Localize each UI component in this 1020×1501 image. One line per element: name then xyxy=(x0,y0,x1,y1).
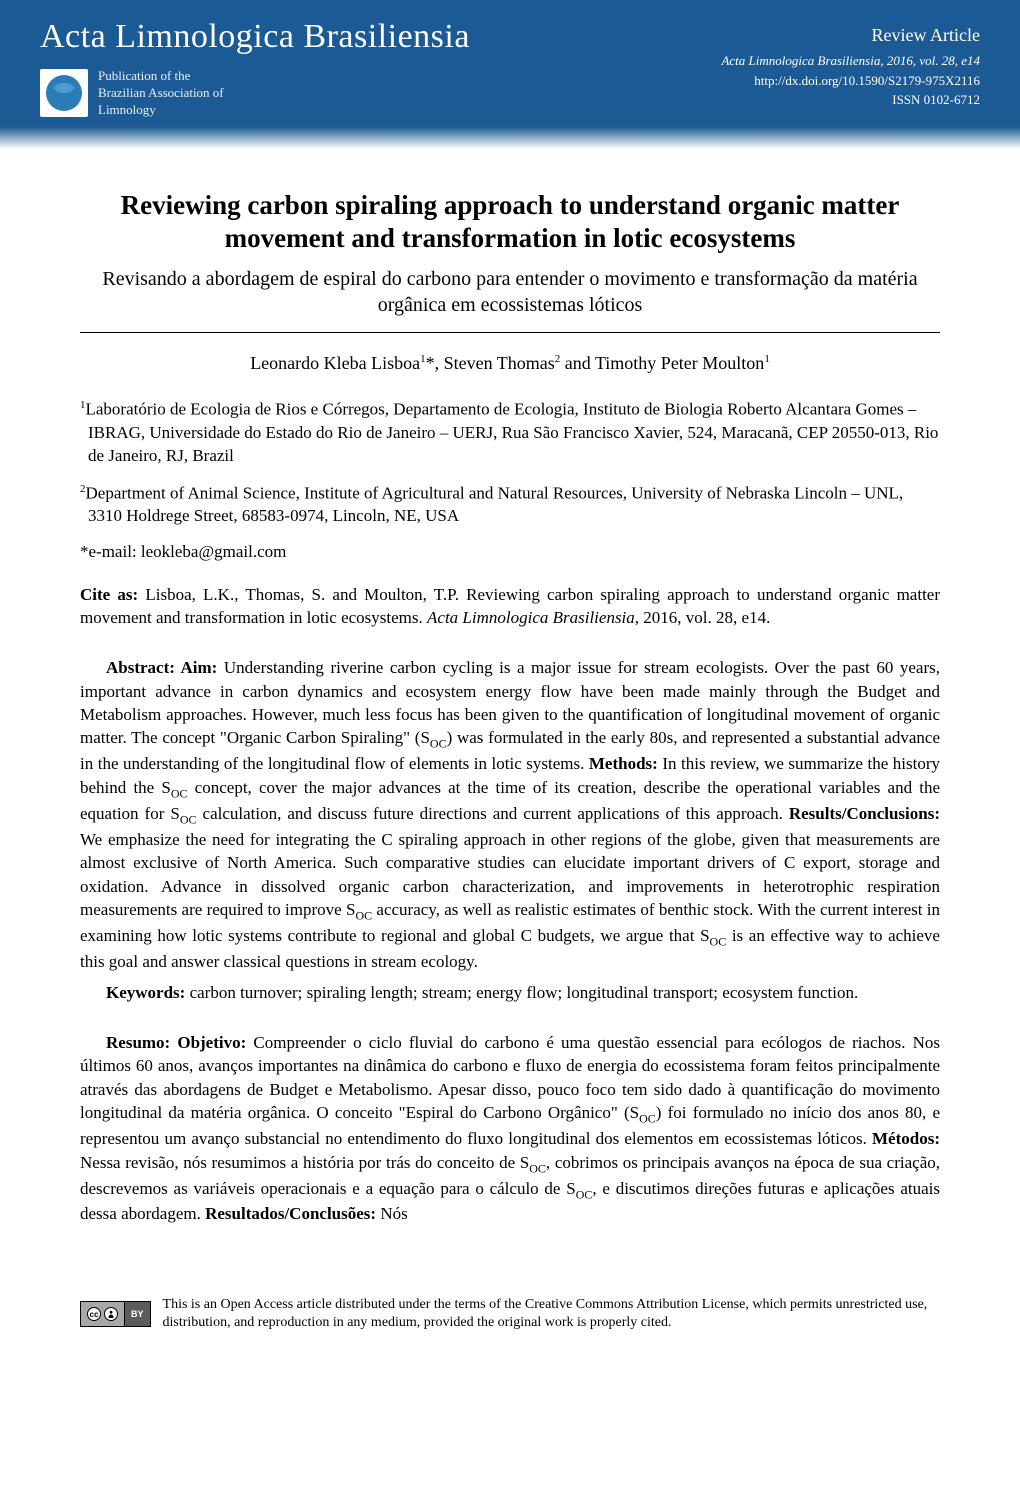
pub-line-3: Limnology xyxy=(98,102,224,119)
header-doi: http://dx.doi.org/10.1590/S2179-975X2116 xyxy=(721,71,980,91)
cc-by-badge-icon: cc BY xyxy=(80,1301,151,1327)
header-right-block: Review Article Acta Limnologica Brasilie… xyxy=(721,18,980,110)
article-title-pt: Revisando a abordagem de espiral do carb… xyxy=(80,266,940,318)
corresponding-email: *e-mail: leokleba@gmail.com xyxy=(80,542,940,562)
affiliation-2: 2Department of Animal Science, Institute… xyxy=(80,482,940,529)
title-divider xyxy=(80,332,940,333)
article-content: Reviewing carbon spiraling approach to u… xyxy=(0,149,1020,1256)
journal-name: Acta Limnologica Brasiliensia xyxy=(40,18,470,56)
license-text: This is an Open Access article distribut… xyxy=(163,1296,940,1332)
article-type: Review Article xyxy=(721,22,980,49)
article-title-en: Reviewing carbon spiraling approach to u… xyxy=(80,189,940,257)
authors-line: Leonardo Kleba Lisboa1*, Steven Thomas2 … xyxy=(80,353,940,374)
keywords-text: Keywords: carbon turnover; spiraling len… xyxy=(80,981,940,1004)
journal-logo-icon xyxy=(40,69,88,117)
keywords-block: Keywords: carbon turnover; spiraling len… xyxy=(80,981,940,1004)
resumo-text: Resumo: Objetivo: Compreender o ciclo fl… xyxy=(80,1031,940,1226)
abstract-block: Abstract: Aim: Understanding riverine ca… xyxy=(80,656,940,973)
header-issn: ISSN 0102-6712 xyxy=(721,90,980,110)
publication-text: Publication of the Brazilian Association… xyxy=(98,68,224,119)
person-circle-icon xyxy=(104,1307,118,1321)
cite-as-block: Cite as: Lisboa, L.K., Thomas, S. and Mo… xyxy=(80,584,940,630)
header-left-block: Acta Limnologica Brasiliensia Publicatio… xyxy=(40,18,470,119)
pub-line-2: Brazilian Association of xyxy=(98,85,224,102)
resumo-block: Resumo: Objetivo: Compreender o ciclo fl… xyxy=(80,1031,940,1226)
license-footer: cc BY This is an Open Access article dis… xyxy=(0,1286,1020,1362)
by-label: BY xyxy=(124,1302,150,1326)
pub-line-1: Publication of the xyxy=(98,68,224,85)
journal-header: Acta Limnologica Brasiliensia Publicatio… xyxy=(0,0,1020,149)
header-citation: Acta Limnologica Brasiliensia, 2016, vol… xyxy=(721,51,980,71)
publication-row: Publication of the Brazilian Association… xyxy=(40,68,470,119)
abstract-text: Abstract: Aim: Understanding riverine ca… xyxy=(80,656,940,973)
affiliation-1: 1Laboratório de Ecologia de Rios e Córre… xyxy=(80,398,940,467)
cc-circle-icon: cc xyxy=(87,1307,101,1321)
